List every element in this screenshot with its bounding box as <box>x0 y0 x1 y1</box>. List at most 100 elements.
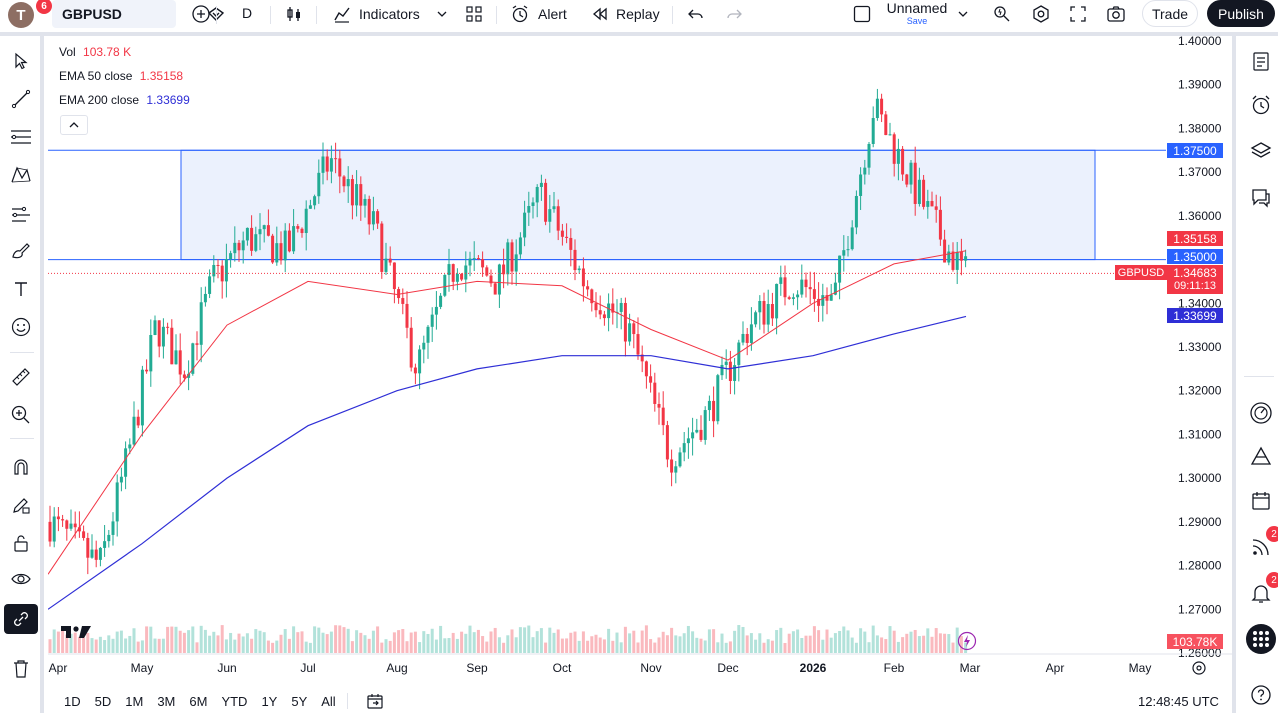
price-chart[interactable]: 1.40000 1.39000 1.38000 1.37000 1.36000 1.340… <box>48 36 1232 689</box>
candle-body <box>892 134 896 164</box>
legend-collapse-button[interactable] <box>60 115 88 135</box>
magnet-tool-button[interactable] <box>4 452 38 482</box>
layout-name-button[interactable]: Unnamed Save <box>886 0 948 28</box>
streams-button[interactable]: 2 <box>1244 526 1278 562</box>
candle-body <box>350 179 354 206</box>
volume-bar <box>502 642 506 653</box>
volume-bar <box>917 636 921 653</box>
ideas-button[interactable] <box>1244 442 1278 472</box>
avatar-letter: T <box>16 6 26 24</box>
range-button-1m[interactable]: 1M <box>125 693 144 709</box>
range-button-1y[interactable]: 1Y <box>261 693 278 709</box>
rectangle-zone-box[interactable] <box>180 149 1096 261</box>
measure-tool-button[interactable] <box>4 362 38 392</box>
symbol-search[interactable]: GBPUSD <box>52 0 225 28</box>
range-button-ytd[interactable]: YTD <box>221 693 248 709</box>
range-button-1d[interactable]: 1D <box>64 693 81 709</box>
object-tree-button[interactable] <box>1244 136 1278 166</box>
candle-body <box>922 179 926 207</box>
user-avatar[interactable]: T 6 <box>8 0 52 28</box>
candle-body <box>308 205 312 209</box>
apps-button[interactable] <box>1244 624 1278 654</box>
add-symbol-icon[interactable] <box>191 4 211 24</box>
candle-body <box>245 227 249 241</box>
level-low-tag[interactable]: 1.35000 <box>1167 249 1223 264</box>
candle-body <box>224 258 228 282</box>
chevron-down-icon[interactable] <box>958 9 968 19</box>
trash-icon <box>14 660 28 678</box>
notifications-button[interactable]: 2 <box>1244 572 1278 608</box>
trade-button[interactable]: Trade <box>1142 0 1198 27</box>
text-tool-button[interactable] <box>4 274 38 304</box>
hide-drawings-button[interactable] <box>4 564 38 594</box>
range-button-5d[interactable]: 5D <box>94 693 112 709</box>
replay-button[interactable]: Replay <box>590 0 660 28</box>
volume-bar <box>481 636 485 653</box>
layout-square-icon[interactable] <box>852 4 872 24</box>
legend-ema200[interactable]: EMA 200 close 1.33699 <box>59 93 190 107</box>
goto-date-icon[interactable] <box>365 691 385 711</box>
settings-hexagon-icon[interactable] <box>1031 4 1051 24</box>
volume-bar <box>140 640 144 653</box>
volume-bar <box>615 632 619 653</box>
interval-button[interactable]: D <box>242 5 253 21</box>
legend-volume[interactable]: Vol 103.78 K <box>59 45 131 59</box>
alerts-clock-button[interactable] <box>1244 90 1278 120</box>
horizontal-lines-tool-button[interactable] <box>4 122 38 152</box>
utc-clock[interactable]: 12:48:45 UTC <box>1138 693 1219 709</box>
volume-bar <box>867 642 871 653</box>
legend-ema50[interactable]: EMA 50 close 1.35158 <box>59 69 183 83</box>
volume-bar <box>451 632 455 653</box>
quick-search-icon[interactable] <box>992 4 1012 24</box>
trend-line-tool-button[interactable] <box>4 84 38 114</box>
help-button[interactable] <box>1244 680 1278 710</box>
pattern-tool-button[interactable] <box>4 160 38 190</box>
layout-grid-icon[interactable] <box>464 4 484 24</box>
emoji-tool-button[interactable] <box>4 312 38 342</box>
lock-drawings-button[interactable] <box>4 528 38 558</box>
fullscreen-icon[interactable] <box>1068 4 1088 24</box>
redo-icon[interactable] <box>724 4 744 24</box>
rectangle-zone[interactable] <box>180 149 1096 261</box>
keep-drawing-button[interactable] <box>4 490 38 520</box>
volume-bar <box>804 635 808 653</box>
technicals-button[interactable] <box>1244 398 1278 428</box>
candle-body <box>850 227 854 250</box>
volume-bar <box>523 627 527 653</box>
volume-bar <box>640 630 644 653</box>
candles-icon[interactable] <box>284 4 304 24</box>
volume-bar <box>308 642 312 653</box>
candle-body <box>321 156 325 173</box>
candle-body <box>98 547 102 560</box>
chevron-down-icon[interactable] <box>437 9 447 19</box>
candle-body <box>644 361 648 377</box>
range-button-5y[interactable]: 5Y <box>291 693 308 709</box>
range-button-3m[interactable]: 3M <box>157 693 176 709</box>
candle-body <box>611 303 615 313</box>
volume-bar <box>703 640 707 653</box>
cursor-tool-button[interactable] <box>4 46 38 76</box>
time-tick-label: Jun <box>217 661 236 675</box>
calendar-button[interactable] <box>1244 486 1278 516</box>
chat-button[interactable] <box>1244 182 1278 212</box>
remove-drawings-button[interactable] <box>4 654 38 684</box>
range-button-6m[interactable]: 6M <box>189 693 208 709</box>
time-axis-settings-icon[interactable] <box>1192 661 1206 675</box>
watchlist-button[interactable] <box>1244 46 1278 76</box>
volume-bar <box>182 632 186 653</box>
publish-button[interactable]: Publish <box>1207 0 1275 27</box>
zoom-tool-button[interactable] <box>4 400 38 430</box>
candle-body <box>187 373 191 378</box>
camera-icon[interactable] <box>1106 4 1126 24</box>
forecast-tool-button[interactable] <box>4 198 38 228</box>
volume-bar <box>447 638 451 653</box>
level-high-tag[interactable]: 1.37500 <box>1167 143 1223 158</box>
brush-tool-button[interactable] <box>4 236 38 266</box>
indicators-button[interactable]: Indicators <box>332 0 420 28</box>
candle-body <box>69 523 73 529</box>
lightning-icon[interactable] <box>957 631 977 651</box>
range-button-all[interactable]: All <box>321 693 336 709</box>
alert-button[interactable]: Alert <box>510 0 567 28</box>
undo-icon[interactable] <box>686 4 706 24</box>
sync-drawings-button[interactable] <box>4 604 38 634</box>
